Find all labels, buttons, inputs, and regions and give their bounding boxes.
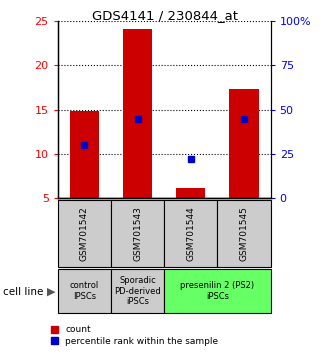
Text: ▶: ▶	[47, 287, 55, 297]
Text: GSM701543: GSM701543	[133, 206, 142, 261]
Bar	[123, 29, 152, 198]
Text: control
IPSCs: control IPSCs	[70, 281, 99, 301]
Bar	[58, 269, 111, 313]
Bar	[58, 200, 111, 267]
Bar	[176, 188, 205, 198]
Bar	[111, 269, 164, 313]
Text: GSM701542: GSM701542	[80, 206, 89, 261]
Text: GSM701544: GSM701544	[186, 206, 195, 261]
Text: presenilin 2 (PS2)
iPSCs: presenilin 2 (PS2) iPSCs	[180, 281, 254, 301]
Text: GSM701545: GSM701545	[240, 206, 248, 261]
Bar	[111, 200, 164, 267]
Bar	[229, 89, 259, 198]
Bar	[217, 200, 271, 267]
Legend: count, percentile rank within the sample: count, percentile rank within the sample	[51, 325, 218, 346]
Bar	[164, 200, 217, 267]
Text: Sporadic
PD-derived
iPSCs: Sporadic PD-derived iPSCs	[114, 276, 161, 306]
Bar	[70, 110, 99, 198]
Bar	[164, 269, 271, 313]
Text: cell line: cell line	[3, 287, 44, 297]
Text: GDS4141 / 230844_at: GDS4141 / 230844_at	[92, 9, 238, 22]
